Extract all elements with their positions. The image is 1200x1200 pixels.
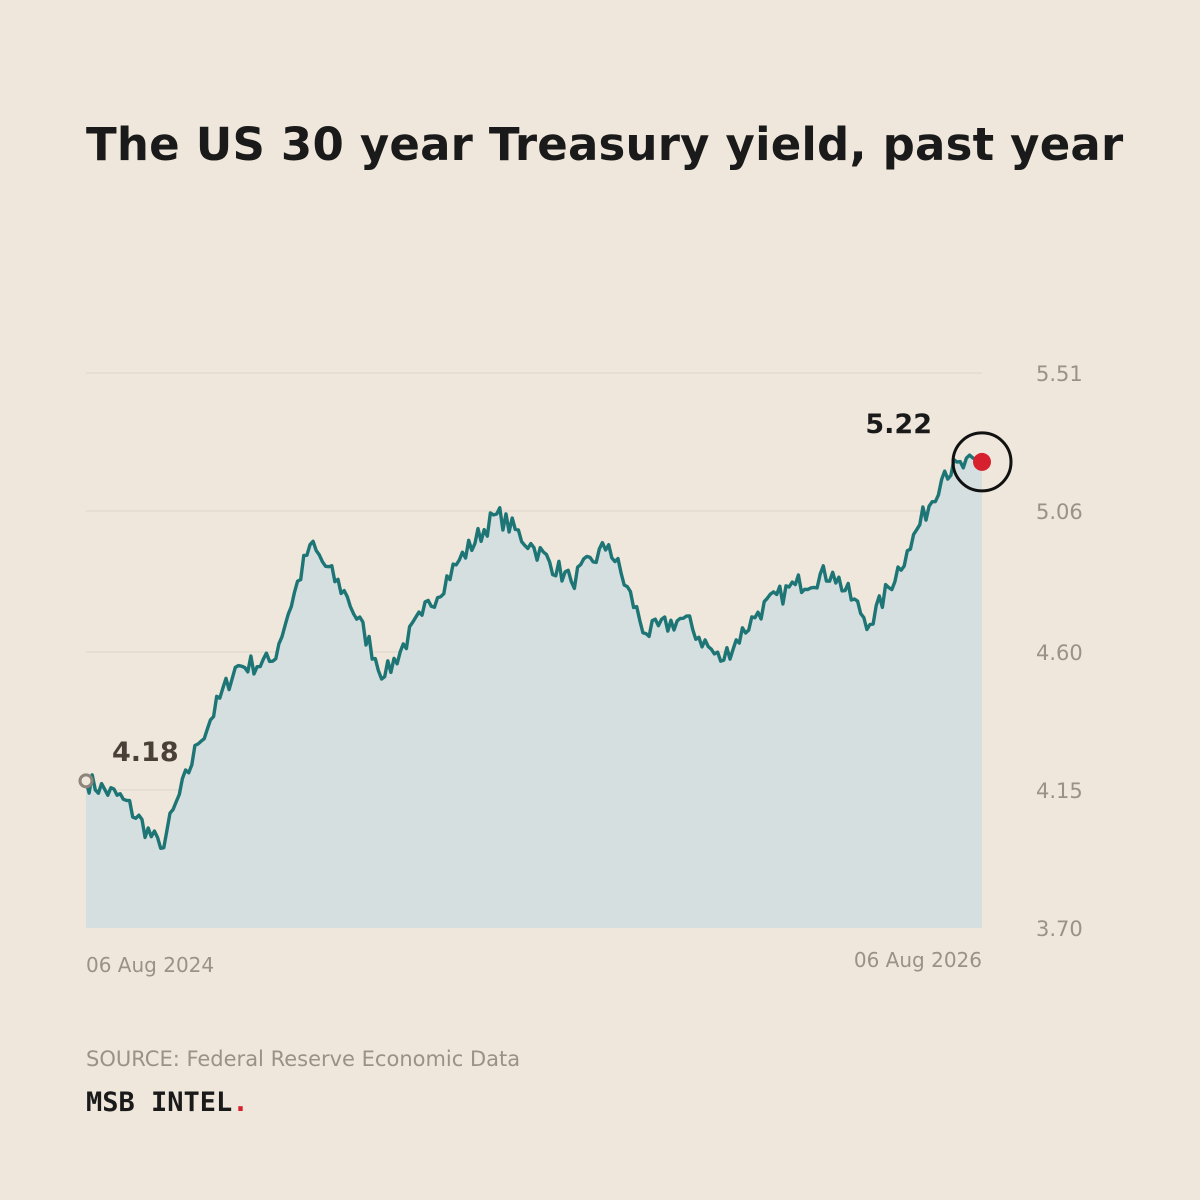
y-tick-label: 4.60 <box>1036 641 1083 665</box>
markers: 4.18 5.22 <box>78 409 1013 789</box>
area-fill <box>86 455 982 928</box>
end-point-ring <box>951 431 1013 493</box>
series-line <box>84 453 984 850</box>
x-tick-label-end: 06 Aug 2026 <box>854 948 982 972</box>
x-axis-ticks: 06 Aug 2024 06 Aug 2026 <box>86 948 982 977</box>
brand-dot: . <box>232 1087 249 1118</box>
x-tick-label-start: 06 Aug 2024 <box>86 953 214 977</box>
start-value-label: 4.18 <box>112 737 179 768</box>
y-axis-ticks: 5.51 5.06 4.60 4.15 3.70 <box>1036 362 1083 941</box>
start-point-marker <box>78 773 94 789</box>
y-tick-label: 5.51 <box>1036 362 1083 386</box>
source-note: SOURCE: Federal Reserve Economic Data <box>86 1047 521 1071</box>
y-tick-label: 5.06 <box>1036 500 1083 524</box>
chart-title: The US 30 year Treasury yield, past year <box>86 118 1124 171</box>
y-tick-label: 3.70 <box>1036 917 1083 941</box>
brand-logo: MSB INTEL. <box>86 1087 249 1118</box>
end-point-marker <box>973 452 991 471</box>
brand-name: MSB INTEL <box>86 1087 233 1118</box>
end-value-label: 5.22 <box>865 409 932 440</box>
y-tick-label: 4.15 <box>1036 779 1083 803</box>
